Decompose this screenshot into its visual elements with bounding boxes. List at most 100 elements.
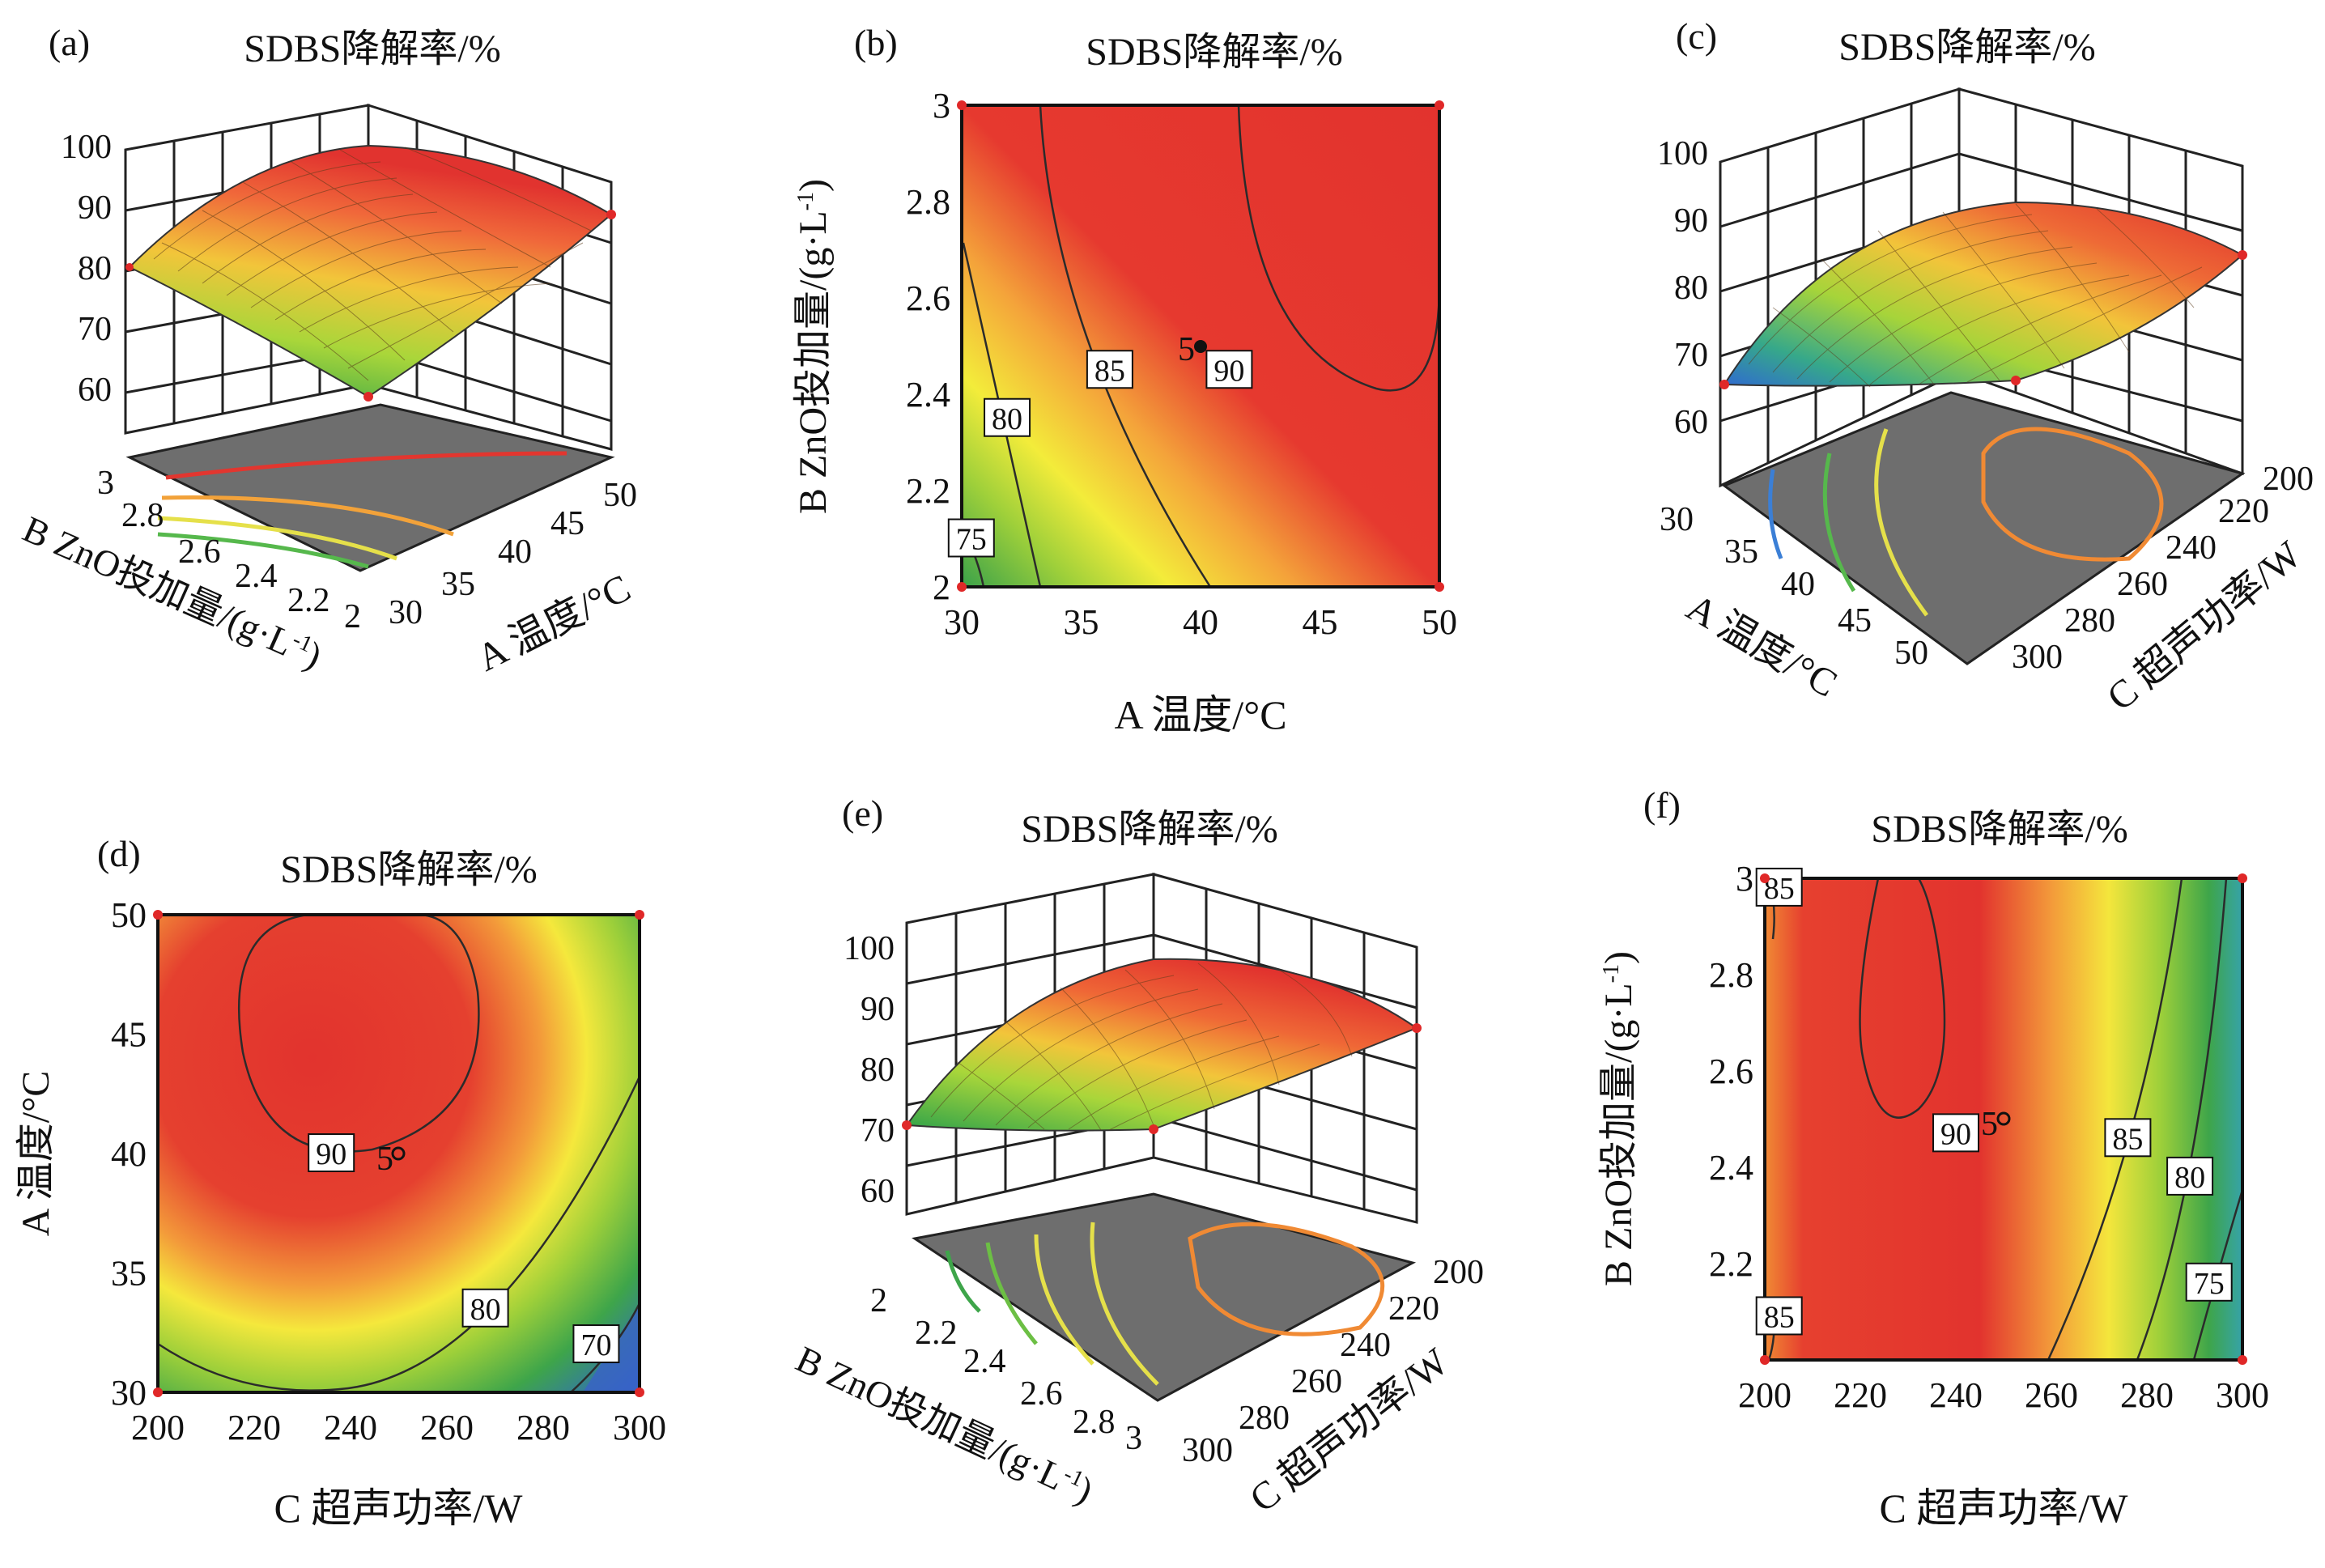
- corner-markers: [1760, 873, 2247, 1365]
- axis-ticks: 200 220 240 260 280 300 2.2 2.4 2.6 2.8 3: [1709, 859, 2269, 1415]
- svg-text:90: 90: [1214, 354, 1244, 388]
- y-tick-label: 50: [111, 895, 147, 935]
- y-tick-label: 2.2: [1709, 1244, 1753, 1284]
- contour-label: 90: [308, 1133, 355, 1172]
- svg-text:2.2: 2.2: [287, 582, 330, 619]
- x-tick-label: 35: [1064, 602, 1099, 642]
- svg-text:280: 280: [2064, 602, 2115, 640]
- svg-text:40: 40: [1781, 566, 1815, 603]
- x-tick-label: 280: [2120, 1375, 2174, 1415]
- svg-text:85: 85: [1094, 354, 1125, 388]
- svg-text:240: 240: [2166, 529, 2217, 567]
- plot-frame: [960, 104, 1441, 589]
- axis-ticks: 30 35 40 45 50 2 2.2 2.4 2.6 2.8 3: [906, 86, 1457, 642]
- corner-markers: [902, 1023, 1422, 1134]
- svg-text:40: 40: [498, 533, 532, 571]
- y-tick-label: 3: [933, 86, 950, 125]
- svg-text:300: 300: [2012, 639, 2063, 676]
- y-tick-label: 30: [111, 1373, 147, 1413]
- y-tick-label: 2.4: [1709, 1148, 1753, 1188]
- panel-d: (d) SDBS降解率/% 70 80 90 200 220 240 260 280 300 3…: [15, 833, 666, 1531]
- plot-area: [158, 915, 640, 1392]
- svg-text:90: 90: [1940, 1117, 1971, 1151]
- svg-text:3: 3: [1125, 1420, 1142, 1457]
- panel-e: (e) SDBS降解率/% 60 70 80 90 100: [793, 792, 1484, 1521]
- x-tick-label: 260: [420, 1408, 474, 1447]
- a-axis-ticks: 30 35 40 45 50: [1660, 501, 1928, 672]
- contour-label: 85: [2104, 1118, 2152, 1158]
- svg-text:2.8: 2.8: [121, 497, 164, 534]
- contour-label: 75: [2185, 1262, 2233, 1302]
- svg-text:280: 280: [1239, 1400, 1290, 1437]
- contour-label: 80: [461, 1288, 509, 1328]
- contour-floor: [1721, 391, 2246, 665]
- design-point-label: 5: [1178, 331, 1195, 368]
- svg-text:2: 2: [344, 598, 361, 635]
- svg-text:85: 85: [1764, 1300, 1795, 1334]
- svg-text:30: 30: [1660, 501, 1694, 538]
- y-axis-label: B ZnO投加量/(g·L-1): [792, 179, 835, 514]
- panel-letter: (a): [49, 22, 90, 63]
- surface-mesh: [930, 962, 1353, 1131]
- contour-labels: 75 80 85 90: [947, 350, 1253, 558]
- contour-label: 90: [1932, 1113, 1979, 1153]
- contour-label: 75: [947, 518, 995, 558]
- design-point: [1996, 1111, 2011, 1126]
- x-tick-label: 260: [2025, 1375, 2078, 1415]
- svg-text:200: 200: [1433, 1254, 1484, 1291]
- svg-text:80: 80: [2174, 1161, 2205, 1195]
- svg-text:2.6: 2.6: [1020, 1375, 1063, 1413]
- svg-text:70: 70: [78, 311, 112, 348]
- y-tick-label: 2.6: [1709, 1052, 1753, 1091]
- svg-text:200: 200: [2263, 461, 2314, 498]
- svg-text:100: 100: [61, 129, 112, 166]
- floor-contours: [157, 451, 567, 569]
- floor-contours: [1768, 427, 2164, 617]
- svg-text:300: 300: [1182, 1432, 1233, 1469]
- x-tick-label: 200: [1738, 1375, 1792, 1415]
- svg-text:220: 220: [1388, 1290, 1439, 1328]
- y-tick-label: 2.2: [906, 471, 950, 511]
- y-tick-label: 2.6: [906, 278, 950, 318]
- x-tick-label: 300: [2216, 1375, 2269, 1415]
- panel-letter: (d): [97, 833, 141, 874]
- svg-text:2.4: 2.4: [235, 558, 278, 595]
- svg-text:2: 2: [870, 1282, 887, 1319]
- x-axis-label: A 温度/°C: [1114, 692, 1286, 737]
- svg-text:50: 50: [603, 477, 637, 514]
- design-point: [391, 1146, 406, 1161]
- svg-text:3: 3: [97, 465, 114, 502]
- svg-text:60: 60: [78, 372, 112, 409]
- z-axis-ticks: 60 70 80 90 100: [1657, 135, 1708, 441]
- svg-text:45: 45: [1838, 602, 1872, 640]
- svg-text:30: 30: [389, 594, 423, 631]
- svg-text:90: 90: [861, 991, 895, 1028]
- x-tick-label: 220: [227, 1408, 281, 1447]
- panel-letter: (b): [854, 22, 898, 63]
- svg-text:80: 80: [470, 1293, 501, 1327]
- contour-label: 85: [1755, 1296, 1803, 1336]
- y-tick-label: 3: [1736, 859, 1753, 899]
- axis-label-a: A 温度/°C: [470, 567, 637, 680]
- svg-text:90: 90: [1674, 202, 1708, 240]
- svg-text:35: 35: [1724, 533, 1758, 571]
- a-axis-ticks: 30 35 40 45 50: [389, 477, 637, 631]
- chart-title: SDBS降解率/%: [280, 848, 537, 891]
- c-axis-ticks: 200 220 240 260 280 300: [1182, 1254, 1484, 1469]
- y-tick-label: 35: [111, 1254, 147, 1294]
- contour-floor: [125, 403, 615, 572]
- contour-labels: 70 80 90: [308, 1133, 620, 1363]
- svg-text:2.6: 2.6: [178, 533, 221, 571]
- svg-text:45: 45: [550, 505, 584, 542]
- y-axis-label: A 温度/°C: [15, 1071, 57, 1237]
- axis-label-b: B ZnO投加量/(g·L-1): [793, 1338, 1099, 1511]
- svg-text:70: 70: [580, 1328, 611, 1362]
- x-tick-label: 200: [131, 1408, 185, 1447]
- panel-c: (c) SDBS降解率/% 60 70 80 90 100: [1657, 15, 2314, 719]
- chart-title: SDBS降解率/%: [1871, 808, 2127, 851]
- contour-label: 90: [1205, 350, 1253, 389]
- corner-markers: [125, 210, 616, 402]
- chart-title: SDBS降解率/%: [244, 28, 500, 70]
- contour-label: 80: [984, 397, 1031, 437]
